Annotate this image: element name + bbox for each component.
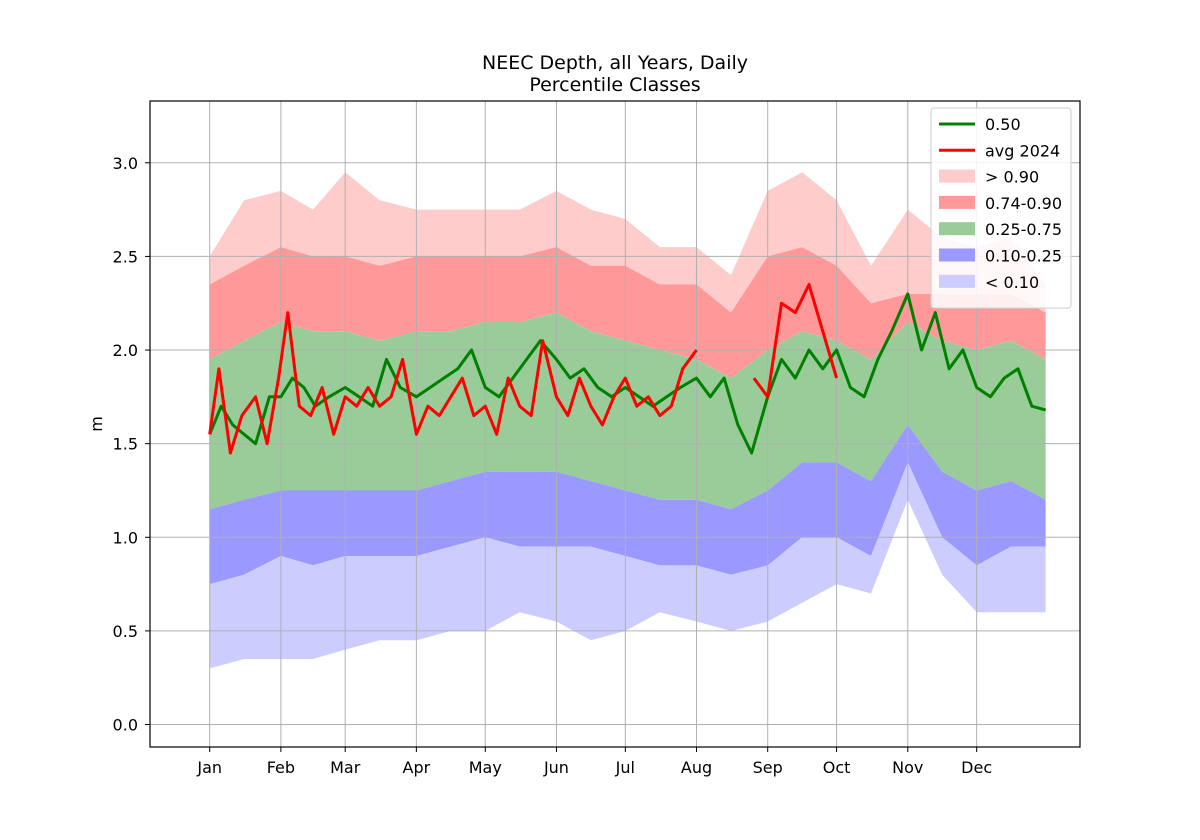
legend-swatch [939, 248, 975, 262]
legend-label: > 0.90 [985, 168, 1039, 187]
plot-frame [149, 100, 1081, 748]
y-tick-label: 0.5 [113, 622, 138, 641]
legend-swatch [939, 274, 975, 288]
y-axis: 0.0 0.5 1.0 1.5 2.0 2.5 3.0 [113, 154, 150, 735]
x-tick-label: Sep [753, 758, 783, 777]
legend-label: avg 2024 [985, 141, 1060, 160]
y-tick-label: 2.0 [113, 341, 138, 360]
series-lines [208, 283, 1046, 455]
chart-subtitle: Percentile Classes [529, 74, 700, 96]
series-line-1 [208, 311, 698, 455]
y-tick-label: 3.0 [113, 154, 138, 173]
y-tick-label: 0.0 [113, 716, 138, 735]
x-tick-label: Jan [196, 758, 222, 777]
legend: 0.50 avg 2024 > 0.90 0.74-0.90 0.25-0.75 0.10… [930, 107, 1072, 309]
legend-swatch [939, 222, 975, 236]
legend-swatch [939, 195, 975, 209]
x-tick-label: Jun [543, 758, 569, 777]
x-tick-label: Aug [681, 758, 712, 777]
percentile-bands [209, 172, 1046, 669]
legend-label: 0.50 [985, 115, 1021, 134]
chart-title: NEEC Depth, all Years, Daily [482, 52, 748, 74]
y-tick-label: 1.0 [113, 528, 138, 547]
x-tick-label: Oct [823, 758, 851, 777]
x-tick-label: Nov [892, 758, 923, 777]
legend-label: 0.74-0.90 [985, 194, 1062, 213]
legend-label: 0.25-0.75 [985, 220, 1062, 239]
legend-label: < 0.10 [985, 273, 1039, 292]
x-tick-label: Dec [961, 758, 992, 777]
x-tick-label: Jul [615, 758, 635, 777]
x-axis: Jan Feb Mar Apr May Jun Jul Aug Sep Oct Nov Dec [196, 747, 992, 777]
x-tick-label: Apr [403, 758, 431, 777]
y-tick-label: 2.5 [113, 247, 138, 266]
y-tick-label: 1.5 [113, 435, 138, 454]
x-tick-label: Mar [330, 758, 361, 777]
x-tick-label: Feb [267, 758, 295, 777]
legend-label: 0.10-0.25 [985, 247, 1062, 266]
legend-swatch [939, 169, 975, 183]
y-axis-label: m [87, 416, 106, 432]
x-tick-label: May [469, 758, 502, 777]
band-4 [209, 462, 1046, 669]
series-line-1 [752, 283, 839, 399]
